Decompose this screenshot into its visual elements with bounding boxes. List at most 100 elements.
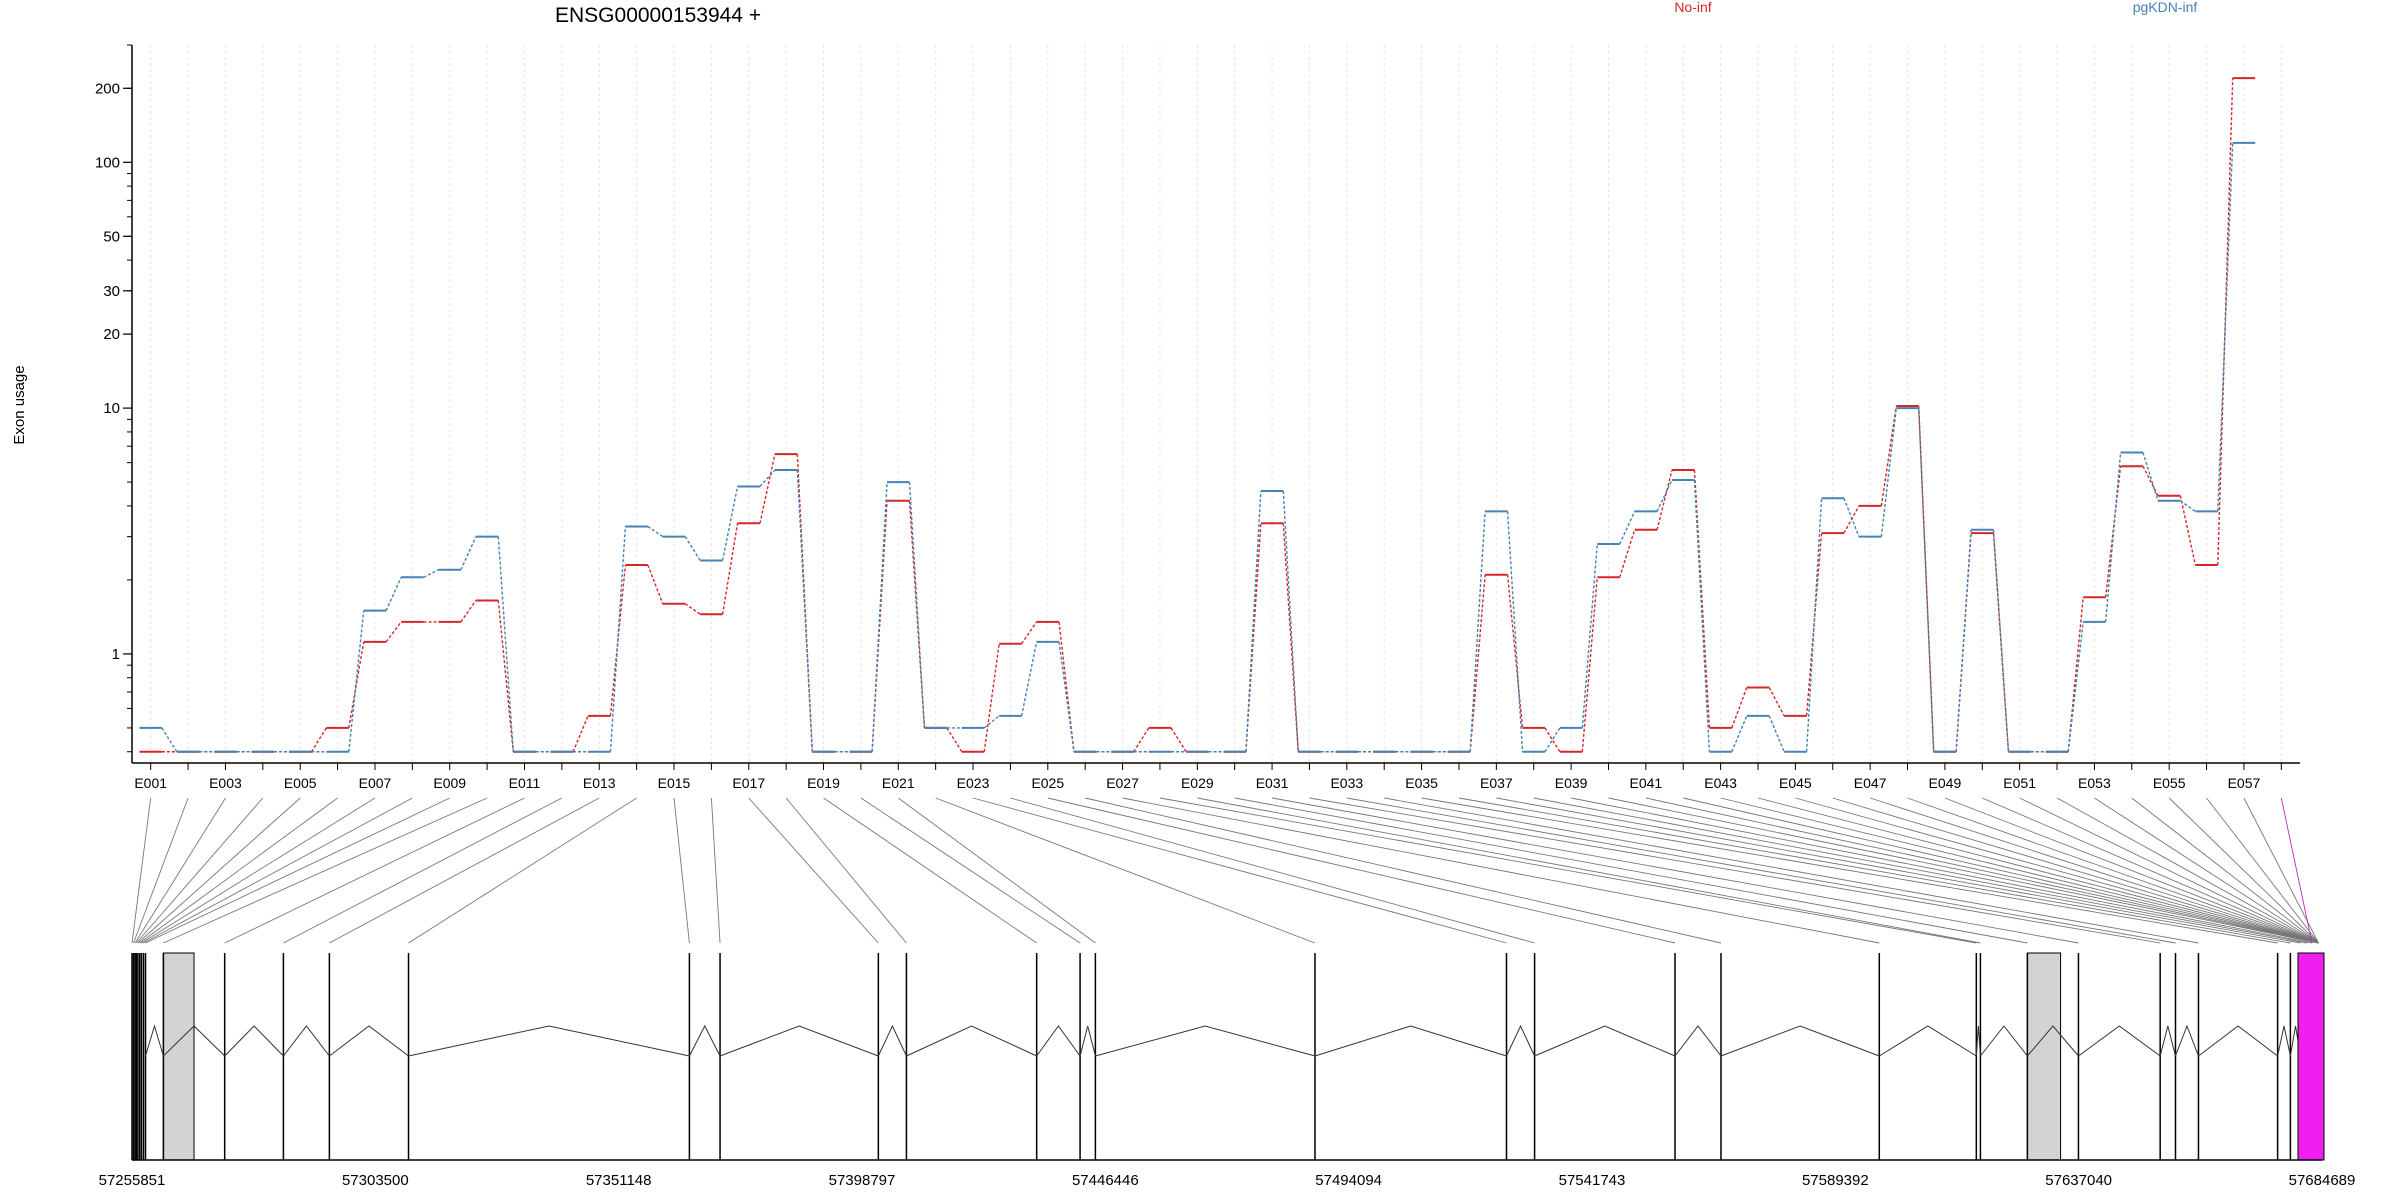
series-connector [1245, 523, 1262, 752]
exon-connector [2019, 797, 2319, 944]
connector-layer [131, 797, 2319, 944]
exon-connector [1907, 797, 2319, 944]
exon-connector [143, 797, 413, 944]
series-connector [1170, 727, 1187, 753]
exon-connector [2206, 797, 2319, 944]
series-pgkdn-inf [139, 141, 2256, 753]
x-tick-label: E031 [1256, 775, 1289, 791]
series-connector [1768, 715, 1785, 753]
exon-connector [1869, 797, 2319, 944]
exon-connector [163, 797, 488, 944]
genomic-tick-label: 57398797 [829, 1172, 896, 1189]
series-connector [1544, 727, 1561, 753]
series-layer [139, 77, 2256, 753]
series-connector [572, 715, 589, 753]
series-connector [1731, 715, 1748, 753]
series-connector [2179, 495, 2197, 566]
intron [719, 1025, 879, 1057]
x-tick-label: E045 [1779, 775, 1812, 791]
exon-connector [1458, 797, 2291, 944]
series-connector [1693, 479, 1711, 752]
intron [1314, 1025, 1507, 1057]
x-tick-label: E039 [1555, 775, 1588, 791]
series-connector [1955, 529, 1972, 752]
series-connector [2217, 142, 2234, 512]
genomic-tick-label: 57589392 [1802, 1172, 1869, 1189]
exon-connector [1159, 797, 1977, 944]
series-connector [1058, 621, 1075, 752]
exon-connector [1234, 797, 2028, 944]
series-connector [684, 603, 701, 615]
exon-connector [1608, 797, 2319, 944]
x-tick-label: E017 [732, 775, 765, 791]
intron [1980, 1025, 2028, 1057]
series-connector [497, 600, 514, 752]
exon-connector [2056, 797, 2319, 944]
series-connector [2067, 621, 2084, 752]
series-connector [759, 453, 776, 524]
intron [1975, 1025, 1981, 1057]
series-connector [385, 621, 402, 643]
x-tick-label: E025 [1031, 775, 1064, 791]
legend-entry-no-inf: No-inf [1674, 0, 1711, 15]
exon-connector [673, 797, 690, 944]
exon-connector [2094, 797, 2319, 944]
series-connector [1805, 498, 1823, 752]
x-tick-label: E043 [1704, 775, 1737, 791]
y-tick-label: 100 [95, 154, 120, 171]
exon-connector [1795, 797, 2319, 944]
x-tick-label: E049 [1929, 775, 1962, 791]
intron [2027, 1025, 2079, 1057]
y-tick-label: 10 [103, 400, 120, 417]
exon-connector [1533, 797, 2308, 944]
intron [2198, 1025, 2278, 1057]
series-connector [2142, 452, 2159, 501]
grid-layer [150, 45, 2282, 763]
genomic-tick-label: 57637040 [2045, 1172, 2112, 1189]
series-connector [2067, 597, 2084, 752]
series-connector [609, 526, 627, 752]
intron [1534, 1025, 1676, 1057]
intron [1079, 1025, 1096, 1057]
x-tick-label: E051 [2003, 775, 2036, 791]
highlighted-exon [2297, 952, 2325, 1161]
exon-connector [139, 797, 338, 944]
x-tick-label: E021 [882, 775, 915, 791]
exon-connector [1122, 797, 1880, 944]
intron [1879, 1025, 1977, 1057]
exon-connector [1421, 797, 2278, 944]
exon-connector [137, 797, 301, 944]
series-connector [647, 525, 664, 538]
exon-connector [823, 797, 1037, 944]
series-connector [1843, 497, 1860, 537]
exon-connector [329, 797, 600, 944]
exon-block [162, 952, 195, 1161]
exon-connector [2131, 797, 2319, 944]
exon-connector [1720, 797, 2319, 944]
series-connector [348, 610, 365, 752]
exon-connector [1384, 797, 2199, 944]
series-connector [1992, 529, 2010, 752]
y-tick-label: 30 [103, 283, 120, 300]
x-tick-label: E047 [1854, 775, 1887, 791]
gene-model [131, 952, 2325, 1161]
exon-connector [135, 797, 264, 944]
exon-connector [710, 797, 721, 944]
exon-connector [408, 797, 637, 944]
intron [2277, 1025, 2291, 1057]
series-connector [647, 564, 664, 605]
exon-connector [134, 797, 226, 944]
series-connector [2104, 452, 2122, 622]
x-tick-label: E009 [433, 775, 466, 791]
series-connector [1469, 511, 1486, 752]
series-connector [1506, 511, 1524, 752]
series-connector [1581, 577, 1598, 752]
exon-connector [2168, 797, 2319, 944]
series-connector [1656, 469, 1673, 530]
intron [877, 1024, 907, 1057]
exon-connector [1346, 797, 2176, 944]
exon-connector [935, 797, 1316, 944]
y-axis-label: Exon usage [11, 365, 28, 444]
exon-connector [1010, 797, 1535, 944]
